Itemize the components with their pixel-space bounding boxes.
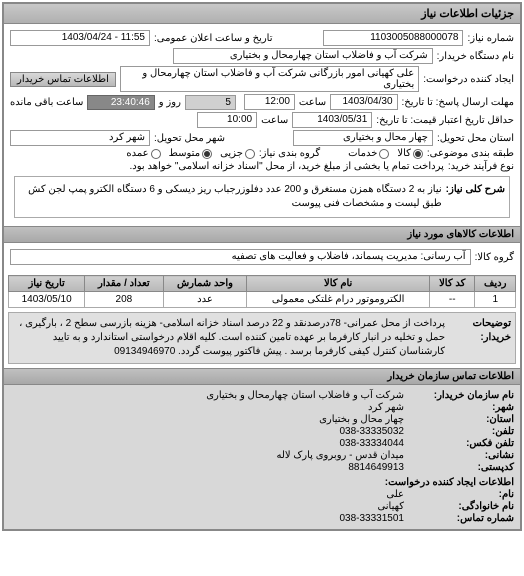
col-code: کد کالا	[429, 276, 475, 292]
grouping-radio-group: جزیی متوسط عمده	[126, 148, 255, 159]
creator-label: ایجاد کننده درخواست:	[423, 74, 514, 85]
c-province-label: استان:	[404, 414, 514, 425]
c-post: 8814649913	[348, 462, 404, 473]
request-info-section: شماره نیاز: 1103005088000078 تاریخ و ساع…	[4, 24, 520, 226]
radio-omdeh[interactable]	[151, 149, 161, 159]
c-name: علی	[386, 489, 404, 500]
c-addr: میدان قدس - روبروی پارک لاله	[276, 450, 404, 461]
col-qty: تعداد / مقدار	[85, 276, 163, 292]
cell-row: 1	[475, 292, 516, 308]
deadline-time-field: 12:00	[244, 94, 295, 110]
c-province: چهار محال و بختیاری	[319, 414, 404, 425]
table-row[interactable]: 1 -- الکتروموتور درام غلتکی معمولی عدد 2…	[9, 292, 516, 308]
group-field: آب رسانی: مدیریت پسماند، فاضلاب و فعالیت…	[10, 249, 471, 265]
c-name-label: نام:	[404, 489, 514, 500]
buyer-desc-label: توضیحات خریدار:	[451, 317, 511, 345]
contact-section-header: اطلاعات تماس سازمان خریدار	[4, 368, 520, 385]
c-phone: 038-33331501	[339, 513, 404, 524]
radio-kala-label: کالا	[397, 148, 411, 159]
city-label: شهر محل تحویل:	[154, 133, 225, 144]
c-tel: 038-33335032	[339, 426, 404, 437]
creator-field: علی کهیانی امور بازرگانی شرکت آب و فاضلا…	[120, 66, 419, 92]
c-addr-label: نشانی:	[404, 450, 514, 461]
need-title-label: شرح کلی نیاز:	[446, 183, 505, 197]
col-date: تاریخ نیاز	[9, 276, 85, 292]
c-city: شهر کرد	[368, 402, 404, 413]
cell-qty: 208	[85, 292, 163, 308]
c-tel-label: تلفن:	[404, 426, 514, 437]
c-org: شرکت آب و فاضلاب استان چهارمحال و بختیار…	[206, 390, 404, 401]
c-family-label: نام خانوادگی:	[404, 501, 514, 512]
contact-section: نام سازمان خریدار:شرکت آب و فاضلاب استان…	[4, 385, 520, 529]
time-remaining-field: 23:40:46	[87, 95, 154, 110]
c-fax-label: تلفن فکس:	[404, 438, 514, 449]
announce-field: 11:55 - 1403/04/24	[10, 30, 150, 46]
category-radio-group: کالا خدمات	[348, 148, 423, 159]
request-no-field: 1103005088000078	[323, 30, 463, 46]
province-label: استان محل تحویل:	[437, 133, 514, 144]
days-label: روز و	[159, 97, 181, 108]
cell-date: 1403/05/10	[9, 292, 85, 308]
radio-motevaset-label: متوسط	[169, 148, 200, 159]
validity-date-field: 1403/05/31	[292, 112, 372, 128]
grouping-label: گروه بندی نیاز:	[259, 148, 320, 159]
cell-code: --	[429, 292, 475, 308]
buyer-desc-box: توضیحات خریدار: پرداخت از محل عمرانی- 78…	[8, 312, 516, 364]
validity-label: حداقل تاریخ اعتبار قیمت: تا تاریخ:	[376, 115, 514, 126]
org-field: شرکت آب و فاضلاب استان چهارمحال و بختیار…	[173, 48, 433, 64]
c-city-label: شهر:	[404, 402, 514, 413]
city-field: شهر کرد	[10, 130, 150, 146]
radio-motevaset[interactable]	[202, 149, 212, 159]
province-field: چهار محال و بختیاری	[293, 130, 433, 146]
col-name: نام کالا	[247, 276, 430, 292]
org-label: نام دستگاه خریدار:	[437, 51, 514, 62]
c-family: کهیانی	[377, 501, 404, 512]
buyer-desc-text: پرداخت از محل عمرانی- 78درصدنقد و 22 درص…	[13, 317, 445, 359]
radio-jozei-label: جزیی	[220, 148, 243, 159]
c-fax: 038-33334044	[339, 438, 404, 449]
c-creator-header: اطلاعات ایجاد کننده درخواست:	[385, 477, 514, 488]
col-row: ردیف	[475, 276, 516, 292]
deadline-date-field: 1403/04/30	[330, 94, 397, 110]
radio-omdeh-label: عمده	[126, 148, 148, 159]
radio-khadamat[interactable]	[379, 149, 389, 159]
radio-jozei[interactable]	[245, 149, 255, 159]
radio-kala[interactable]	[413, 149, 423, 159]
need-title-text: نیاز به 2 دستگاه همزن مستغرق و 200 عدد د…	[19, 183, 442, 211]
contact-info-button[interactable]: اطلاعات تماس خریدار	[10, 72, 116, 87]
goods-table: ردیف کد کالا نام کالا واحد شمارش تعداد /…	[8, 275, 516, 308]
time-label-2: ساعت	[261, 115, 288, 126]
group-label: گروه کالا:	[475, 252, 514, 263]
c-org-label: نام سازمان خریدار:	[404, 390, 514, 401]
need-title-block: شرح کلی نیاز: نیاز به 2 دستگاه همزن مستغ…	[14, 176, 510, 218]
c-phone-label: شماره تماس:	[404, 513, 514, 524]
main-container: جزئیات اطلاعات نیاز شماره نیاز: 11030050…	[2, 2, 522, 531]
c-post-label: کدپستی:	[404, 462, 514, 473]
validity-time-field: 10:00	[197, 112, 257, 128]
col-unit: واحد شمارش	[163, 276, 247, 292]
announce-label: تاریخ و ساعت اعلان عمومی:	[154, 33, 273, 44]
cell-unit: عدد	[163, 292, 247, 308]
page-title: جزئیات اطلاعات نیاز	[4, 4, 520, 24]
request-no-label: شماره نیاز:	[467, 33, 514, 44]
goods-section-header: اطلاعات کالاهای مورد نیاز	[4, 226, 520, 243]
days-remaining-field: 5	[185, 95, 236, 110]
remain-label: ساعت باقی مانده	[10, 97, 83, 108]
cell-name: الکتروموتور درام غلتکی معمولی	[247, 292, 430, 308]
category-label: طبقه بندی موضوعی:	[427, 148, 514, 159]
process-text: پرداخت تمام یا بخشی از مبلغ خرید، از محل…	[130, 161, 444, 172]
radio-khadamat-label: خدمات	[348, 148, 377, 159]
deadline-label: مهلت ارسال پاسخ: تا تاریخ:	[402, 97, 514, 108]
time-label-1: ساعت	[299, 97, 326, 108]
process-label: نوع فرآیند خرید:	[448, 161, 514, 172]
